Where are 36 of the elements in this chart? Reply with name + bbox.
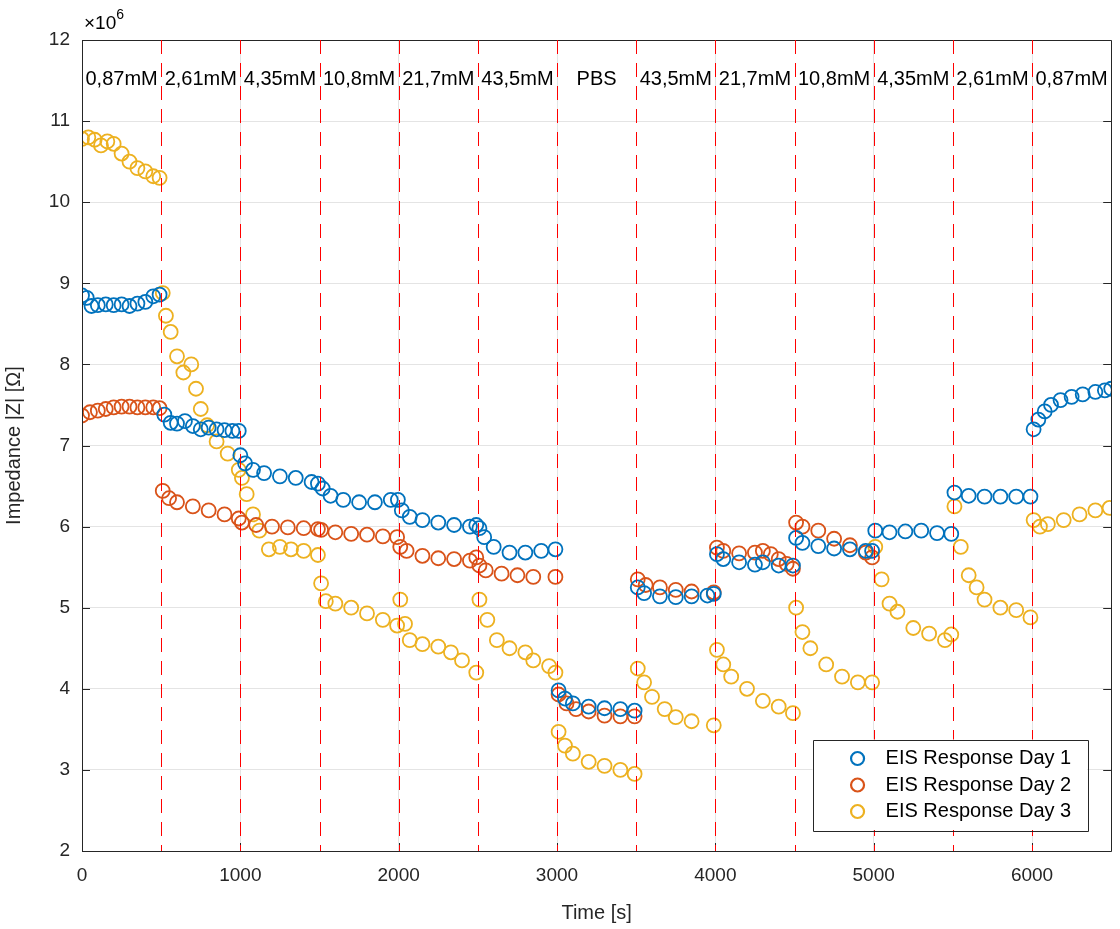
y-tick-label: 3 [59,758,70,780]
annotation: 21,7mM [718,66,792,89]
x-tick-label: 6000 [1010,863,1054,885]
x-tick-label: 4000 [694,863,737,885]
y-tick-label: 2 [59,839,70,861]
x-axis-title: Time [s] [561,900,632,923]
legend-label: EIS Response Day 2 [885,772,1072,795]
legend-label: EIS Response Day 3 [885,799,1072,822]
x-tick-label: 5000 [852,863,895,885]
x-tick-label: 1000 [219,863,262,885]
annotation: 0,87mM [85,66,158,89]
y-tick-label: 10 [48,190,70,212]
y-tick-label: 9 [59,271,70,293]
y-axis-title: Impedance |Z| [Ω] [1,366,24,525]
x-tick-label: 3000 [535,863,579,885]
y-tick-label: 4 [59,677,71,699]
annotation: 2,61mM [956,66,1029,89]
annotation: 4,35mM [243,66,317,89]
y-tick-label: 11 [50,109,70,131]
annotation: 43,5mM [481,66,554,89]
annotation: 43,5mM [639,66,712,89]
y-tick-label: 12 [48,28,70,50]
y-tick-label: 6 [59,514,70,536]
legend-label: EIS Response Day 1 [885,746,1072,769]
y-tick-label: 5 [59,595,70,617]
x-tick-label: 2000 [377,863,420,885]
x-tick-label: 0 [76,863,88,885]
y-tick-label: 8 [59,352,70,374]
annotation: 0,87mM [1035,66,1108,89]
y-tick-label: 7 [59,433,70,455]
annotation: 10,8mM [797,66,871,89]
annotation: 21,7mM [402,66,475,89]
annotation: PBS [576,66,617,89]
annotation: 4,35mM [877,66,950,89]
annotation: 2,61mM [164,66,237,89]
annotation: 10,8mM [322,66,396,89]
